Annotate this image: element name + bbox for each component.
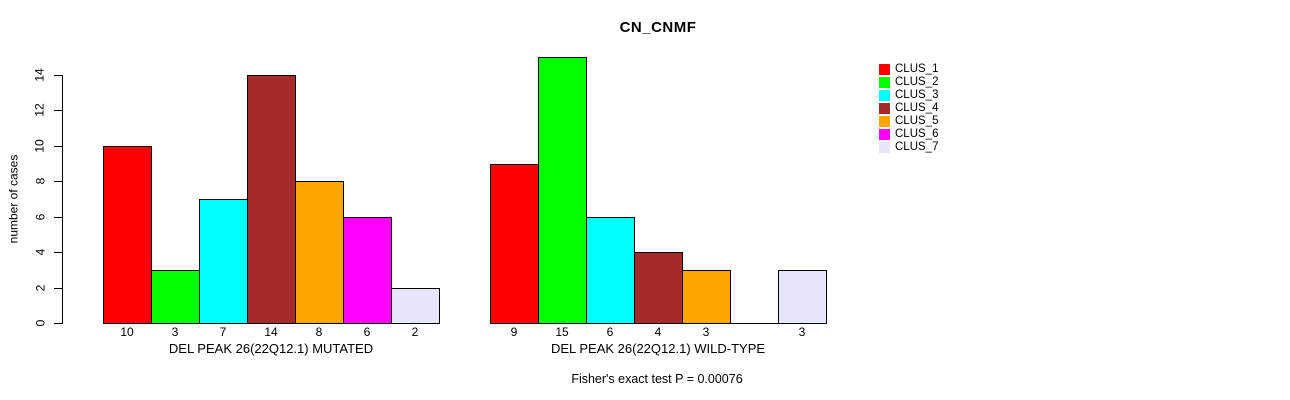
bar-clus_3-mutated bbox=[199, 199, 248, 324]
legend-swatch-clus_5 bbox=[879, 116, 890, 127]
y-tick-2 bbox=[54, 288, 62, 289]
y-tick-label-10: 10 bbox=[20, 126, 60, 166]
bar-value-label: 14 bbox=[264, 325, 278, 339]
bar-clus_2-wild-type bbox=[538, 57, 587, 324]
y-tick-4 bbox=[54, 252, 62, 253]
y-tick-0 bbox=[54, 323, 62, 324]
legend-label: CLUS_4 bbox=[895, 102, 939, 114]
x-axis-title-wildtype: DEL PEAK 26(22Q12.1) WILD-TYPE bbox=[550, 341, 766, 356]
y-tick-label-12: 12 bbox=[20, 90, 60, 130]
legend-label: CLUS_1 bbox=[895, 63, 939, 75]
bar-value-label: 4 bbox=[654, 325, 662, 339]
fisher-test-annotation: Fisher's exact test P = 0.00076 bbox=[571, 372, 743, 386]
bar-clus_2-mutated bbox=[151, 270, 200, 324]
bar-value-label: 3 bbox=[798, 325, 806, 339]
bar-value-label: 3 bbox=[702, 325, 710, 339]
bar-clus_3-wild-type bbox=[586, 217, 635, 324]
y-tick-10 bbox=[54, 146, 62, 147]
y-axis-line bbox=[62, 75, 63, 324]
y-tick-label-0: 0 bbox=[20, 303, 60, 343]
bar-clus_7-wild-type bbox=[778, 270, 827, 324]
bar-clus_5-mutated bbox=[295, 181, 344, 324]
y-tick-label-2: 2 bbox=[20, 268, 60, 308]
bar-clus_6-wild-type-zero bbox=[730, 323, 779, 324]
legend-label: CLUS_6 bbox=[895, 128, 939, 140]
legend-item-clus_2: CLUS_2 bbox=[879, 76, 938, 89]
y-tick-label-text: 6 bbox=[33, 213, 47, 221]
bar-value-label: 10 bbox=[120, 325, 134, 339]
legend-label: CLUS_7 bbox=[895, 141, 939, 153]
y-tick-8 bbox=[54, 181, 62, 182]
bar-clus_7-mutated bbox=[391, 288, 440, 324]
legend-swatch-clus_2 bbox=[879, 77, 890, 88]
legend-item-clus_6: CLUS_6 bbox=[879, 128, 938, 141]
y-tick-label-text: 12 bbox=[32, 103, 47, 117]
legend-item-clus_4: CLUS_4 bbox=[879, 102, 938, 115]
bar-clus_1-wild-type bbox=[490, 164, 539, 324]
y-tick-14 bbox=[54, 75, 62, 76]
bar-value-label: 6 bbox=[606, 325, 614, 339]
bar-value-label: 3 bbox=[171, 325, 179, 339]
legend-swatch-clus_4 bbox=[879, 103, 890, 114]
y-axis-label-text: number of cases bbox=[6, 154, 20, 244]
bar-value-label: 15 bbox=[555, 325, 569, 339]
legend-swatch-clus_1 bbox=[879, 64, 890, 75]
bar-value-label: 9 bbox=[510, 325, 518, 339]
legend-label: CLUS_3 bbox=[895, 89, 939, 101]
bar-value-label: 2 bbox=[411, 325, 419, 339]
bar-clus_4-mutated bbox=[247, 75, 296, 324]
legend-swatch-clus_7 bbox=[879, 142, 890, 153]
chart-title: CN_CNMF bbox=[619, 19, 697, 36]
x-axis-title-mutated: DEL PEAK 26(22Q12.1) MUTATED bbox=[168, 341, 374, 356]
bar-value-label: 6 bbox=[363, 325, 371, 339]
y-tick-label-text: 14 bbox=[32, 68, 47, 82]
y-tick-label-4: 4 bbox=[20, 232, 60, 272]
legend-item-clus_7: CLUS_7 bbox=[879, 141, 938, 154]
legend-label: CLUS_5 bbox=[895, 115, 939, 127]
y-tick-6 bbox=[54, 217, 62, 218]
y-tick-label-6: 6 bbox=[20, 197, 60, 237]
bar-clus_6-mutated bbox=[343, 217, 392, 324]
y-tick-label-text: 10 bbox=[32, 139, 47, 153]
y-tick-label-text: 2 bbox=[33, 284, 47, 292]
bar-clus_1-mutated bbox=[103, 146, 152, 324]
y-tick-label-text: 0 bbox=[33, 319, 47, 327]
y-tick-label-text: 4 bbox=[33, 248, 47, 256]
y-tick-label-text: 8 bbox=[33, 177, 47, 185]
bar-clus_5-wild-type bbox=[682, 270, 731, 324]
legend-label: CLUS_2 bbox=[895, 76, 939, 88]
legend-swatch-clus_3 bbox=[879, 90, 890, 101]
bar-value-label: 7 bbox=[219, 325, 227, 339]
y-tick-label-8: 8 bbox=[20, 161, 60, 201]
legend-swatch-clus_6 bbox=[879, 129, 890, 140]
bar-value-label: 8 bbox=[315, 325, 323, 339]
y-tick-label-14: 14 bbox=[20, 55, 60, 95]
y-tick-12 bbox=[54, 110, 62, 111]
legend-item-clus_1: CLUS_1 bbox=[879, 63, 938, 76]
legend-item-clus_5: CLUS_5 bbox=[879, 115, 938, 128]
legend: CLUS_1 CLUS_2 CLUS_3 CLUS_4 CLUS_5 CLUS_6 CLUS… bbox=[879, 63, 938, 154]
legend-item-clus_3: CLUS_3 bbox=[879, 89, 938, 102]
bar-clus_4-wild-type bbox=[634, 252, 683, 324]
